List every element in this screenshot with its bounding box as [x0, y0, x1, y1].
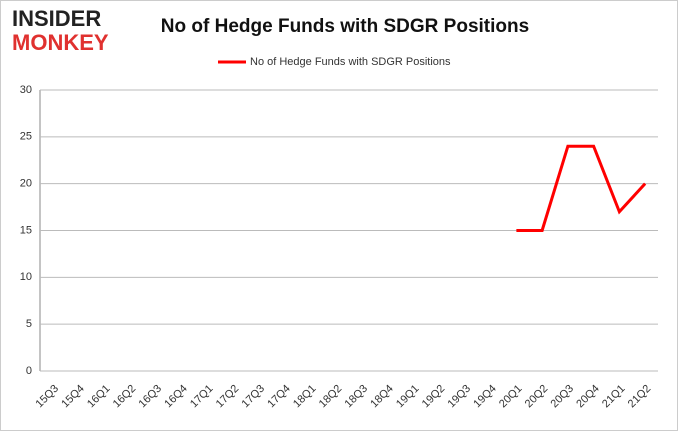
- y-tick-label: 15: [20, 224, 32, 236]
- chart-title: No of Hedge Funds with SDGR Positions: [161, 16, 529, 37]
- y-tick-label: 5: [26, 318, 32, 330]
- logo-line2: MONKEY: [12, 30, 109, 55]
- logo-line1: INSIDER: [12, 6, 101, 31]
- y-tick-label: 0: [26, 365, 32, 377]
- y-tick-label: 20: [20, 178, 32, 190]
- y-tick-label: 10: [20, 271, 32, 283]
- series-line: [516, 144, 647, 232]
- y-tick-label: 25: [20, 131, 32, 143]
- legend-label: No of Hedge Funds with SDGR Positions: [250, 56, 451, 68]
- y-tick-label: 30: [20, 84, 32, 96]
